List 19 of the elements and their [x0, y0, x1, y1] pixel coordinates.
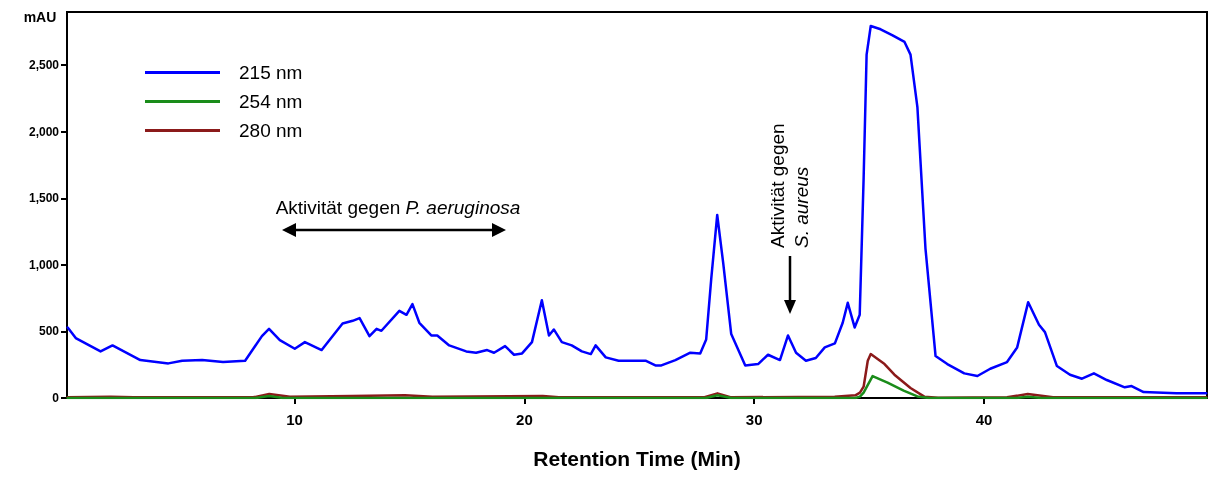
x-tick-label: 40 [975, 411, 993, 428]
annotation: Aktivität gegen P. aeruginosa [275, 197, 521, 218]
y-tick-label: 1,000 [28, 257, 60, 272]
x-tick-label: 20 [516, 411, 533, 428]
x-tick-label: 10 [286, 411, 303, 428]
annotation: Aktivität gegen S. aureus [767, 118, 812, 248]
y-tick-label: 500 [38, 324, 60, 339]
x-tick-label: 30 [745, 411, 763, 428]
y-tick-label: 1,500 [28, 191, 60, 206]
legend-label: 215 nm [239, 62, 303, 83]
x-axis-title: Retention Time (Min) [533, 447, 741, 470]
y-tick-label: 2,500 [28, 58, 60, 73]
y-axis-title: mAU [23, 9, 57, 25]
legend-label: 280 nm [239, 120, 303, 141]
y-tick-label: 0 [52, 391, 60, 405]
line-series [66, 374, 1208, 400]
legend-label: 254 nm [239, 91, 303, 112]
line-series [66, 24, 1208, 395]
y-tick-label: 2,000 [28, 124, 60, 139]
